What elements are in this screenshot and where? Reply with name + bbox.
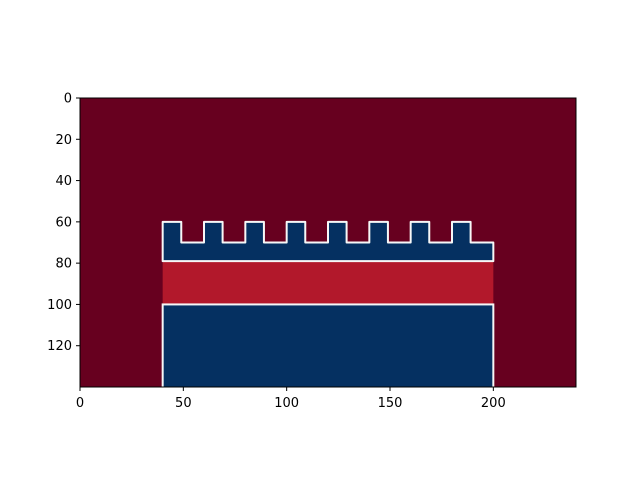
x-tick-label: 0 xyxy=(76,396,84,411)
y-tick-label: 60 xyxy=(55,215,72,230)
x-tick-label: 50 xyxy=(175,396,192,411)
y-tick-label: 100 xyxy=(47,298,72,313)
y-tick-label: 40 xyxy=(55,174,72,189)
y-tick-label: 0 xyxy=(64,92,72,107)
middle-band-region xyxy=(162,261,494,305)
plot-area xyxy=(80,98,576,387)
x-tick-label: 150 xyxy=(378,396,403,411)
y-tick-label: 80 xyxy=(55,257,72,272)
y-tick-label: 120 xyxy=(47,339,72,354)
y-tick-label: 20 xyxy=(55,133,72,148)
lower-block-region xyxy=(161,303,495,387)
x-tick-label: 200 xyxy=(481,396,506,411)
plot-frame xyxy=(79,97,577,388)
x-tick-label: 100 xyxy=(274,396,299,411)
axes: 0 50 100 150 200 0 20 40 60 80 100 120 xyxy=(47,92,577,411)
battlement-region xyxy=(161,220,495,263)
